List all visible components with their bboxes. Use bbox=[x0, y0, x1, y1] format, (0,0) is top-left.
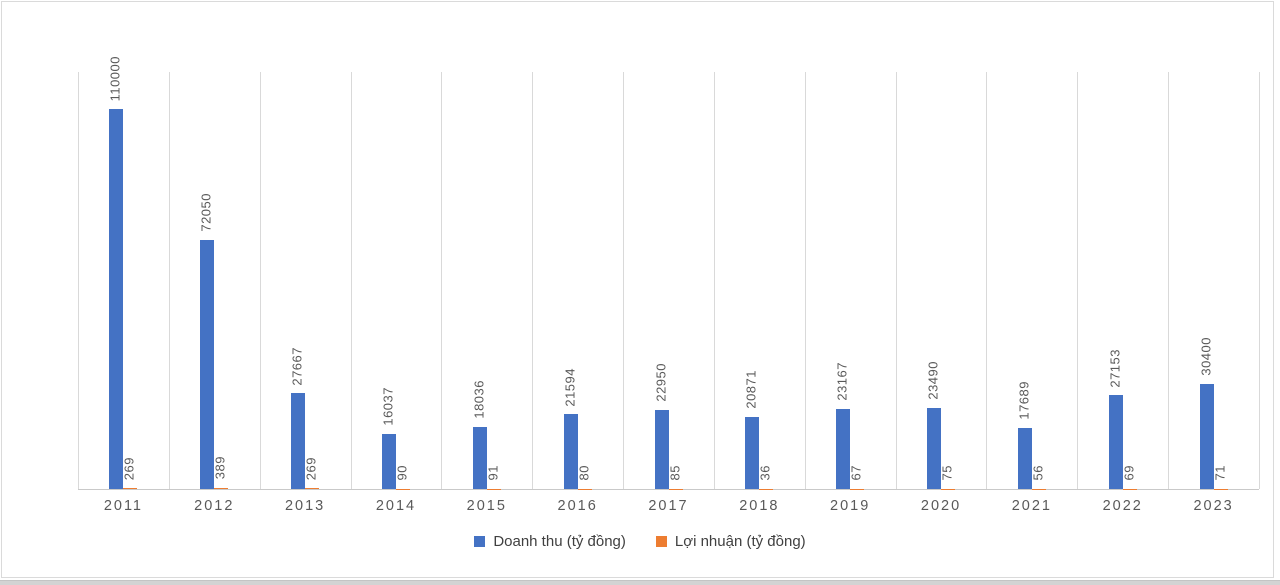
revenue-value-label-2023: 30400 bbox=[1198, 337, 1214, 376]
revenue-legend-swatch-icon bbox=[474, 536, 486, 547]
revenue-bar-2011 bbox=[109, 109, 124, 489]
revenue-value-label-2019: 23167 bbox=[834, 362, 850, 401]
profit-value-label-2021: 56 bbox=[1030, 465, 1046, 481]
revenue-bar-2022 bbox=[1108, 395, 1123, 489]
revenue-bar-2013 bbox=[291, 393, 306, 489]
profit-legend-swatch-icon bbox=[655, 536, 667, 547]
revenue-value-label-2020: 23490 bbox=[925, 361, 941, 400]
legend-item-revenue: Doanh thu (tỷ đồng) bbox=[474, 533, 626, 550]
revenue-value-label-2021: 17689 bbox=[1016, 381, 1032, 420]
gridline bbox=[441, 72, 443, 489]
profit-value-label-2013: 269 bbox=[303, 456, 319, 481]
revenue-value-label-2022: 27153 bbox=[1107, 348, 1123, 388]
profit-bar-2013 bbox=[305, 488, 320, 489]
profit-value-label-2022: 69 bbox=[1121, 465, 1137, 481]
revenue-bar-2021 bbox=[1017, 427, 1032, 489]
gridline bbox=[804, 72, 806, 489]
x-axis-label-2013: 2013 bbox=[284, 498, 326, 514]
revenue-bar-2012 bbox=[200, 240, 215, 489]
x-axis-label-2022: 2022 bbox=[1102, 498, 1143, 514]
revenue-bar-2017 bbox=[654, 409, 669, 489]
x-axis-label-2016: 2016 bbox=[557, 498, 598, 514]
revenue-bar-2018 bbox=[745, 416, 760, 489]
profit-value-label-2018: 36 bbox=[757, 465, 773, 481]
profit-value-label-2019: 67 bbox=[848, 465, 864, 481]
revenue-bar-2023 bbox=[1199, 383, 1214, 489]
profit-value-label-2023: 71 bbox=[1212, 465, 1228, 481]
legend: Doanh thu (tỷ đồng) Lợi nhuận (tỷ đồng) bbox=[0, 533, 1280, 550]
legend-item-profit: Lợi nhuận (tỷ đồng) bbox=[655, 533, 806, 550]
revenue-value-label-2018: 20871 bbox=[743, 370, 759, 409]
x-axis-label-2011: 2011 bbox=[103, 498, 143, 514]
gridline bbox=[532, 72, 534, 489]
profit-value-label-2011: 269 bbox=[121, 456, 137, 481]
x-axis: 2011 2012 2013 2014 2015 2016 2017 2018 2019 2020… bbox=[78, 498, 1259, 518]
revenue-bar-2015 bbox=[472, 426, 487, 489]
gridline bbox=[623, 72, 625, 489]
x-axis-label-2020: 2020 bbox=[920, 498, 962, 514]
gridline bbox=[259, 72, 261, 489]
profit-bar-2011 bbox=[123, 488, 138, 489]
revenue-value-label-2015: 18036 bbox=[471, 380, 487, 419]
gridline bbox=[713, 72, 715, 489]
plot-area: 110000 269 72050 389 27667 269 16037 90 18036 91 2… bbox=[78, 56, 1260, 490]
profit-value-label-2017: 85 bbox=[667, 465, 683, 481]
revenue-bar-2020 bbox=[927, 407, 942, 489]
revenue-bar-2014 bbox=[381, 433, 396, 489]
x-axis-label-2021: 2021 bbox=[1011, 498, 1053, 514]
gridline bbox=[78, 72, 79, 489]
x-axis-label-2018: 2018 bbox=[739, 498, 780, 514]
x-axis-label-2019: 2019 bbox=[830, 498, 871, 514]
x-axis-label-2017: 2017 bbox=[648, 498, 689, 514]
revenue-value-label-2011: 110000 bbox=[107, 55, 123, 101]
chart-bottom-edge bbox=[0, 580, 1280, 585]
profit-value-label-2020: 75 bbox=[939, 465, 955, 481]
profit-value-label-2015: 91 bbox=[485, 465, 501, 481]
x-axis-label-2023: 2023 bbox=[1193, 498, 1234, 514]
gridline bbox=[168, 72, 170, 489]
x-axis-label-2014: 2014 bbox=[375, 498, 417, 514]
revenue-value-label-2013: 27667 bbox=[289, 346, 305, 386]
profit-legend-label: Lợi nhuận (tỷ đồng) bbox=[674, 533, 806, 550]
profit-bar-2012 bbox=[214, 487, 229, 489]
gridline bbox=[895, 72, 897, 489]
revenue-value-label-2016: 21594 bbox=[562, 367, 578, 407]
revenue-value-label-2012: 72050 bbox=[198, 193, 214, 233]
revenue-legend-label: Doanh thu (tỷ đồng) bbox=[493, 533, 626, 550]
x-axis-label-2012: 2012 bbox=[194, 498, 235, 514]
profit-value-label-2016: 80 bbox=[576, 465, 592, 481]
gridline bbox=[1077, 72, 1079, 489]
profit-value-label-2014: 90 bbox=[394, 465, 410, 481]
revenue-value-label-2014: 16037 bbox=[380, 386, 396, 426]
x-axis-label-2015: 2015 bbox=[466, 498, 507, 514]
gridline bbox=[350, 72, 352, 489]
revenue-bar-2016 bbox=[563, 414, 578, 489]
gridline bbox=[1168, 72, 1170, 489]
profit-value-label-2012: 389 bbox=[212, 456, 228, 480]
revenue-bar-2019 bbox=[836, 408, 851, 489]
gridline bbox=[1259, 72, 1260, 489]
revenue-value-label-2017: 22950 bbox=[653, 363, 669, 402]
gridline bbox=[986, 72, 988, 489]
